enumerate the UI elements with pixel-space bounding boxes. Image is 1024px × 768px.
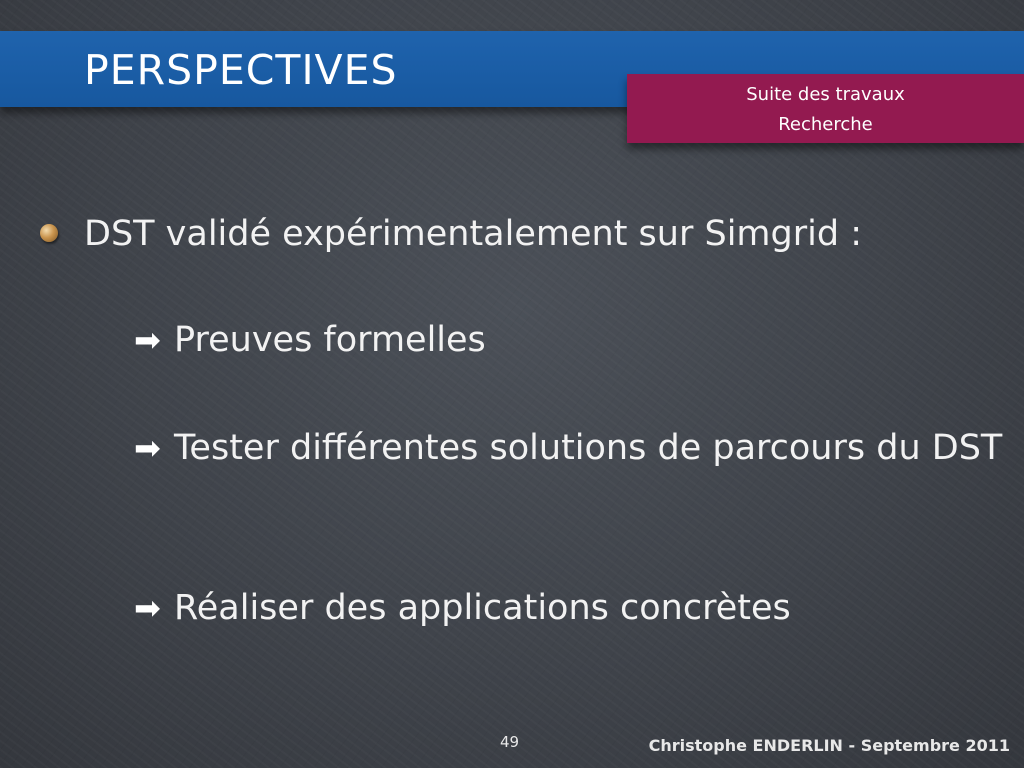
section-tag: Suite des travaux Recherche [627, 74, 1024, 143]
slide-number: 49 [500, 733, 520, 751]
sub-point: ➡ Réaliser des applications concrètes [134, 581, 1004, 635]
sub-point-text: Preuves formelles [174, 320, 486, 360]
sub-point-text: Réaliser des applications concrètes [174, 588, 791, 628]
arrow-right-icon: ➡ [134, 589, 161, 627]
sub-point: ➡ Preuves formelles [134, 313, 1004, 367]
section-tag-line-1: Suite des travaux [746, 84, 905, 105]
sub-point: ➡ Tester différentes solutions de parcou… [134, 421, 1004, 475]
arrow-right-icon: ➡ [134, 429, 161, 467]
main-point: DST validé expérimentalement sur Simgrid… [84, 214, 862, 254]
section-tag-line-2: Recherche [778, 114, 873, 135]
slide-title: PERSPECTIVES [84, 46, 398, 94]
sub-point-text: Tester différentes solutions de parcours… [174, 428, 1003, 468]
footer-author-date: Christophe ENDERLIN - Septembre 2011 [648, 736, 1010, 755]
bullet-icon [40, 224, 58, 242]
arrow-right-icon: ➡ [134, 321, 161, 359]
